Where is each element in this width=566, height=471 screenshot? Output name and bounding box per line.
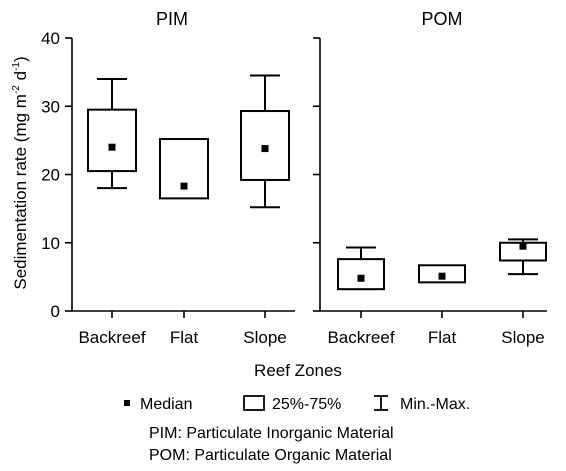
median-marker: [438, 272, 446, 280]
box-backreef: [87, 77, 137, 190]
y-tick-label: 10: [41, 234, 60, 253]
y-ticks: 0 10 20 30 40: [41, 29, 320, 321]
iqr-box: [159, 138, 209, 200]
y-tick-label: 30: [41, 97, 60, 116]
y-tick-label: 40: [41, 29, 60, 48]
x-axis-label: Reef Zones: [254, 361, 342, 380]
iqr-box: [87, 108, 137, 173]
legend-box-label: 25%-75%: [272, 396, 341, 413]
legend-box-marker: [243, 395, 265, 411]
box-slope: [499, 238, 547, 276]
legend: Median 25%-75% Min.-Max.: [124, 395, 470, 413]
x-tick-label: Slope: [501, 328, 544, 347]
legend-median-marker: [124, 400, 130, 406]
median-marker: [108, 143, 116, 151]
x-ticks: Backreef Flat Slope: [327, 311, 545, 347]
panel-pom: POM Backreef Flat Slope: [319, 9, 547, 347]
panel-title: POM: [421, 9, 462, 29]
median-marker: [357, 274, 365, 282]
legend-median-label: Median: [140, 396, 192, 413]
x-tick-label: Backreef: [78, 328, 145, 347]
x-tick-label: Flat: [170, 328, 199, 347]
median-marker: [180, 182, 188, 190]
box-flat: [418, 264, 466, 284]
x-tick-label: Backreef: [327, 328, 394, 347]
note-pim: PIM: Particulate Inorganic Material: [149, 425, 394, 442]
x-tick-label: Flat: [428, 328, 457, 347]
y-tick-label: 0: [51, 302, 60, 321]
boxes: [337, 238, 547, 291]
box-slope: [240, 74, 290, 209]
note-pom: POM: Particulate Organic Material: [149, 447, 392, 464]
x-tick-label: Slope: [243, 328, 286, 347]
y-tick-label: 20: [41, 166, 60, 185]
boxes: [87, 74, 290, 209]
panel-pim: PIM Backreef Flat Slope: [71, 9, 295, 347]
legend-whisker-marker: [374, 395, 388, 411]
x-ticks: Backreef Flat Slope: [78, 311, 287, 347]
legend-whisker-label: Min.-Max.: [400, 396, 470, 413]
y-axis-label: Sedimentation rate (mg m-2 d-1): [11, 56, 30, 289]
median-marker: [261, 145, 269, 153]
median-marker: [519, 242, 527, 250]
panel-title: PIM: [156, 9, 188, 29]
box-flat: [159, 138, 209, 200]
iqr-box: [337, 258, 385, 291]
box-backreef: [337, 246, 385, 291]
